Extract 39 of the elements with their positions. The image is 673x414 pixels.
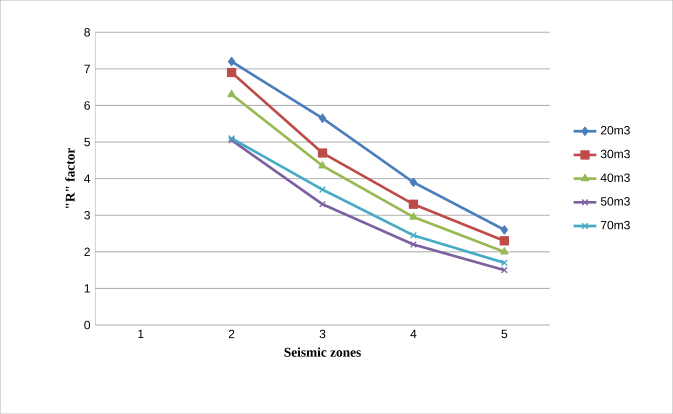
point — [500, 236, 510, 246]
point — [410, 232, 417, 239]
x-tick-label: 1 — [138, 330, 144, 338]
point — [318, 148, 328, 158]
y-tick-label: 1 — [84, 284, 90, 292]
point — [500, 259, 508, 266]
legend-label: 30m3 — [600, 150, 630, 158]
legend-label: 20m3 — [600, 126, 630, 134]
y-tick-label: 5 — [84, 138, 90, 146]
point — [228, 56, 236, 66]
x-tick-label: 5 — [502, 330, 508, 338]
x-axis-title: Seismic zones — [284, 347, 361, 357]
point — [318, 114, 326, 123]
legend-label: 70m3 — [600, 220, 630, 230]
y-tick-label: 0 — [84, 320, 90, 330]
point — [500, 247, 508, 254]
point — [410, 240, 417, 248]
point — [500, 225, 508, 234]
point — [500, 266, 508, 274]
legend-label: 50m3 — [600, 197, 630, 206]
point — [227, 90, 236, 98]
point — [318, 161, 327, 168]
y-tick-label: 7 — [84, 64, 90, 73]
point — [319, 186, 326, 194]
y-tick-label: 3 — [84, 210, 90, 220]
x-tick-label: 3 — [320, 330, 326, 338]
x-tick-label: 4 — [410, 330, 416, 338]
point — [226, 68, 236, 78]
y-tick-label: 2 — [84, 248, 90, 256]
y-tick-label: 6 — [84, 101, 90, 110]
point — [408, 199, 418, 209]
legend-label: 40m3 — [600, 173, 630, 182]
y-axis-title: "R" factor — [65, 148, 75, 208]
point — [410, 178, 418, 187]
y-tick-label: 8 — [84, 28, 90, 36]
point — [409, 212, 418, 220]
x-tick-label: 2 — [228, 330, 234, 338]
y-tick-label: 4 — [84, 174, 90, 183]
point — [319, 200, 326, 208]
